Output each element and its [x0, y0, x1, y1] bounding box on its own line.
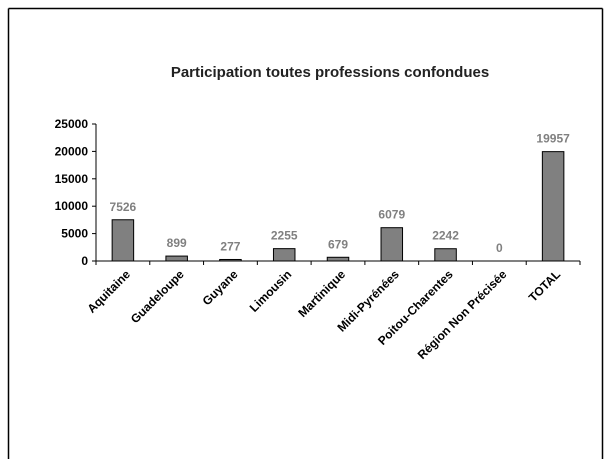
x-tick-label: Martinique: [295, 267, 348, 320]
data-label: 2242: [432, 229, 459, 243]
chart-title: Participation toutes professions confond…: [171, 64, 489, 81]
x-tick-label: Région Non Précisée: [415, 267, 510, 362]
data-label: 899: [167, 236, 187, 250]
bar: [111, 219, 135, 262]
x-tick-label: Limousin: [247, 267, 295, 315]
x-tick-label: Guadeloupe: [128, 267, 187, 326]
data-label: 6079: [378, 208, 405, 222]
x-tick-label: Aquitaine: [84, 267, 133, 316]
data-label: 7526: [110, 200, 137, 214]
y-tick-label: 15000: [55, 172, 89, 186]
bar: [541, 151, 565, 262]
bar: [165, 255, 188, 262]
x-tick-label: TOTAL: [526, 267, 563, 304]
bar: [380, 227, 404, 262]
bar: [434, 248, 457, 262]
data-label: 679: [328, 237, 348, 251]
y-tick-label: 25000: [55, 117, 89, 131]
x-tick-label: Guyane: [200, 267, 241, 308]
data-label: 277: [220, 239, 240, 253]
y-tick-label: 0: [81, 254, 88, 268]
data-label: 0: [496, 241, 503, 255]
data-label: 19957: [536, 132, 570, 146]
y-tick-label: 20000: [55, 144, 89, 158]
y-tick-label: 5000: [61, 227, 88, 241]
bar: [326, 256, 350, 262]
bar: [219, 258, 242, 262]
y-tick-label: 10000: [55, 199, 89, 213]
data-label: 2255: [271, 229, 298, 243]
bar: [272, 248, 296, 262]
